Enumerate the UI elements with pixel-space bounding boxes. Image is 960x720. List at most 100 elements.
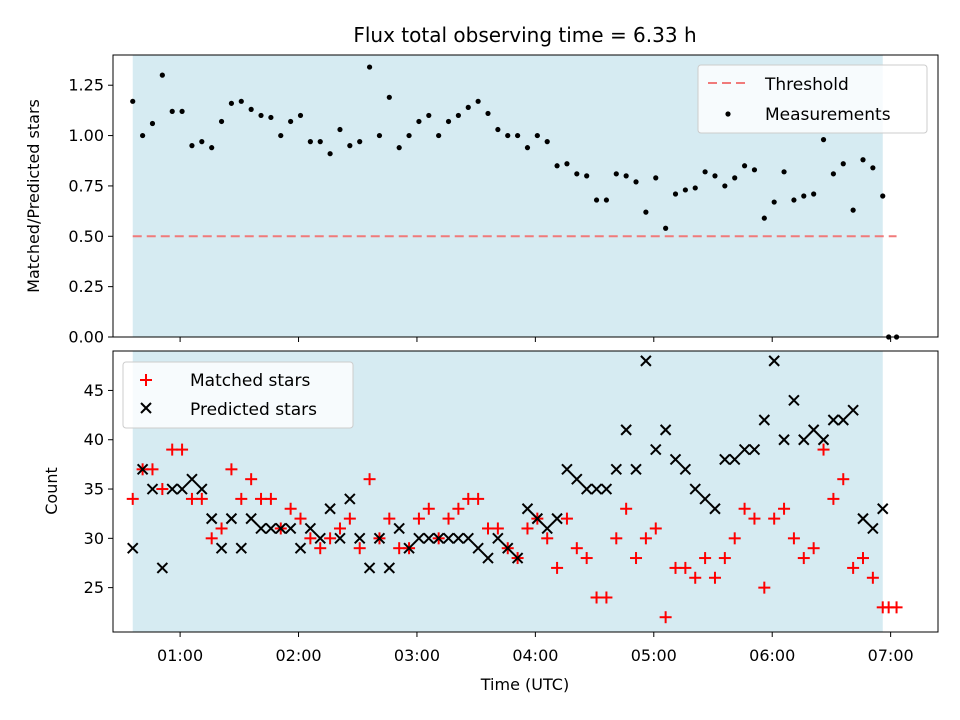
bottom-x-axis: 01:00 02:00 03:00 04:00 05:00 06:00 07:00: [157, 632, 914, 665]
matched-star-point: [205, 532, 218, 545]
measurement-point: [811, 191, 817, 197]
measurement-point: [850, 207, 856, 213]
predicted-star-point: [393, 522, 405, 535]
matched-star-point: [827, 492, 840, 505]
matched-star-point: [857, 552, 869, 565]
measurement-point: [426, 112, 432, 119]
predicted-star-point: [127, 542, 139, 554]
legend-matched-swatch: [140, 374, 152, 386]
x-tick-label: 05:00: [631, 646, 677, 665]
predicted-star-point: [748, 443, 761, 456]
measurement-point: [297, 112, 304, 119]
matched-star-point: [560, 512, 573, 525]
predicted-star-point: [709, 503, 721, 515]
matched-star-point: [422, 502, 435, 515]
measurement-point: [840, 161, 846, 167]
matched-star-point: [639, 532, 652, 545]
predicted-star-point: [798, 434, 810, 446]
matched-star-point: [787, 532, 800, 545]
measurement-point: [238, 98, 244, 104]
predicted-star-point: [867, 522, 879, 535]
predicted-star-point: [383, 562, 396, 574]
predicted-star-point: [640, 355, 652, 367]
matched-star-point: [324, 532, 337, 545]
measurement-point: [682, 187, 688, 193]
top-y-tick-label: 0.50: [68, 227, 104, 246]
predicted-star-point: [580, 483, 593, 495]
predicted-star-point: [146, 483, 159, 495]
matched-star-point: [314, 542, 327, 555]
measurements-series: [130, 64, 900, 340]
predicted-star-point: [294, 542, 307, 554]
matched-star-point: [146, 463, 159, 476]
predicted-star-point: [442, 532, 455, 545]
measurement-point: [505, 132, 511, 139]
measurement-point: [623, 173, 629, 179]
measurement-point: [386, 94, 392, 100]
predicted-star-point: [373, 532, 386, 545]
predicted-star-point: [196, 483, 208, 495]
predicted-star-point: [600, 483, 613, 495]
measurement-point: [228, 100, 235, 106]
measurement-point: [347, 143, 353, 149]
predicted-star-point: [324, 503, 336, 515]
matched-star-point: [294, 512, 307, 525]
matched-star-point: [264, 492, 277, 505]
predicted-star-point: [166, 483, 178, 495]
predicted-star-point: [541, 522, 553, 535]
measurement-point: [140, 132, 146, 139]
matched-star-point: [472, 492, 485, 505]
flux-ratio-panel: 0.00 0.25 0.50 0.75 1.00 1.25 Flux total obse…: [24, 23, 939, 347]
top-y-tick-label: 1.25: [68, 76, 104, 95]
measurement-point: [534, 132, 540, 139]
predicted-star-point: [176, 483, 188, 495]
measurement-point: [268, 114, 274, 121]
measurement-point: [317, 139, 323, 145]
measurement-point: [495, 126, 501, 133]
measurement-point: [376, 132, 383, 139]
measurement-point: [732, 175, 738, 181]
measurement-point: [791, 197, 797, 203]
bottom-y-tick-label: 25: [84, 578, 104, 597]
predicted-star-point: [413, 532, 425, 545]
measurement-point: [288, 118, 294, 125]
matched-star-point: [343, 512, 356, 525]
predicted-star-point: [788, 394, 800, 407]
measurement-point: [653, 175, 659, 181]
matched-star-point: [491, 522, 504, 535]
matched-star-point: [708, 571, 721, 584]
measurement-point: [445, 118, 452, 125]
measurement-point: [741, 163, 748, 169]
predicted-star-point: [354, 532, 366, 545]
measurement-point: [692, 185, 698, 191]
predicted-star-point: [659, 424, 672, 436]
top-legend: Threshold Measurements: [697, 64, 928, 134]
matched-star-point: [797, 552, 810, 565]
predicted-star-point: [590, 483, 603, 495]
predicted-star-point: [758, 414, 771, 426]
measurement-point: [475, 98, 481, 104]
predicted-star-point: [630, 463, 642, 476]
measurement-point: [544, 139, 550, 145]
bottom-legend-box: [122, 361, 354, 429]
measurement-point: [465, 104, 471, 110]
measurement-point: [209, 145, 215, 151]
x-tick-label: 02:00: [275, 646, 321, 665]
measurement-point: [820, 137, 827, 143]
measurement-point: [603, 197, 610, 203]
predicted-star-point: [452, 532, 465, 545]
matched-star-point: [215, 522, 228, 535]
matched-star-point: [620, 502, 633, 515]
predicted-star-point: [719, 453, 731, 466]
measurement-point: [396, 145, 402, 151]
measurement-point: [218, 118, 225, 125]
predicted-star-point: [304, 522, 317, 535]
matched-star-point: [353, 542, 366, 555]
predicted-star-point: [511, 552, 524, 564]
chart-title: Flux total observing time = 6.33 h: [353, 23, 696, 47]
predicted-star-point: [255, 522, 267, 535]
matched-star-point: [728, 532, 741, 545]
bottom-legend: Matched stars Predicted stars: [122, 361, 354, 429]
matched-star-point: [847, 561, 860, 574]
x-tick-label: 07:00: [868, 646, 914, 665]
